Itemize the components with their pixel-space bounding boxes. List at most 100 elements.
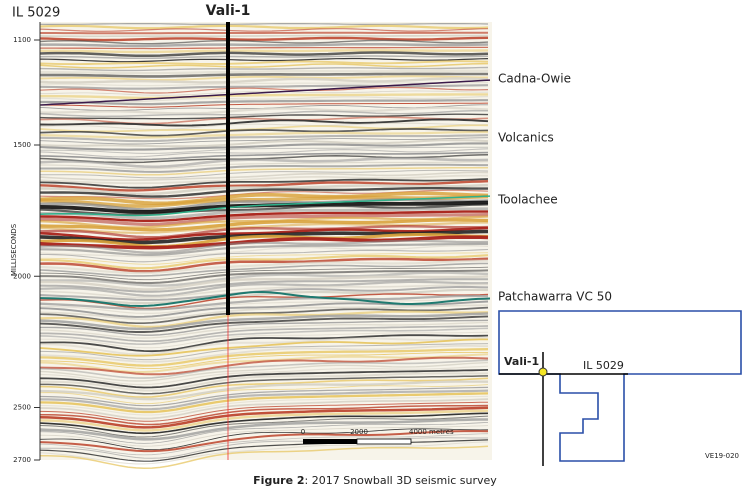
reflector — [39, 395, 489, 416]
reflector — [39, 66, 489, 72]
reflector — [39, 109, 488, 118]
reflector — [39, 361, 489, 382]
reflector — [39, 331, 489, 349]
reflector — [39, 293, 489, 310]
reflector — [39, 343, 489, 361]
reflector — [39, 365, 489, 386]
reflector — [39, 60, 489, 66]
reflector — [39, 77, 489, 84]
reflector — [39, 386, 489, 407]
reflector — [39, 359, 489, 379]
horizon-label: Toolachee — [497, 193, 558, 207]
reflector — [39, 39, 489, 45]
reflector — [40, 252, 489, 265]
caption: Figure 2: 2017 Snowball 3D seismic surve… — [253, 474, 497, 487]
reflector — [39, 266, 489, 281]
survey-outline — [498, 310, 742, 462]
reflector — [40, 271, 489, 287]
reflector — [39, 384, 489, 405]
scale-bar: 0 2000 4000 metres — [301, 428, 454, 445]
reflector — [40, 146, 489, 154]
reflector — [40, 269, 489, 284]
reflector — [39, 113, 489, 120]
reflector — [40, 99, 488, 106]
reflector — [39, 280, 489, 297]
reflector — [39, 225, 489, 239]
scale-label: 0 — [301, 428, 305, 436]
reflector — [39, 298, 489, 314]
reflector — [39, 321, 489, 339]
reflector — [39, 412, 489, 435]
reflector — [39, 283, 488, 299]
scale-segment — [303, 439, 357, 444]
y-axis: MILLISECONDS 1100 1500 2000 2500 2700 — [10, 22, 41, 464]
reflector — [39, 226, 489, 241]
reflector — [39, 137, 489, 145]
reflector — [39, 425, 489, 447]
reflector — [39, 259, 489, 275]
reflector — [39, 210, 488, 223]
reflector — [39, 28, 489, 32]
reflector — [39, 327, 489, 346]
reflector — [39, 262, 488, 277]
reflector — [40, 325, 489, 343]
reflector — [39, 415, 489, 438]
reflector — [39, 294, 489, 311]
reflector — [39, 122, 489, 130]
seismic-texture — [39, 23, 491, 470]
reflector — [39, 392, 489, 414]
reflector — [39, 221, 488, 235]
reflector — [39, 338, 488, 357]
reflector — [39, 315, 489, 333]
reflector — [39, 130, 488, 139]
reflector — [39, 344, 489, 363]
reflector — [39, 257, 489, 273]
reflector — [39, 418, 488, 441]
reflector — [40, 207, 488, 220]
scale-label: 4000 metres — [409, 428, 454, 436]
reflector — [40, 46, 488, 50]
reflector — [39, 275, 489, 291]
reflector — [39, 189, 489, 200]
reflector — [39, 304, 489, 321]
reflector — [39, 62, 489, 69]
reflector — [39, 36, 489, 42]
reflector — [40, 404, 489, 426]
reflector — [40, 72, 488, 78]
reflector — [39, 245, 489, 258]
reflector — [39, 51, 489, 58]
reflector — [39, 57, 489, 63]
reflector — [40, 42, 489, 48]
reflector — [39, 278, 488, 293]
reflector — [40, 437, 488, 459]
reflector — [39, 233, 489, 248]
figure-code: VE19-020 — [705, 452, 739, 460]
reflector — [39, 116, 489, 125]
reflector — [39, 285, 489, 301]
inset-line-label: IL 5029 — [583, 359, 624, 372]
scale-label: 2000 — [350, 428, 368, 436]
reflector — [39, 218, 489, 232]
reflector — [39, 134, 489, 143]
reflector — [39, 128, 489, 137]
reflector — [39, 428, 489, 451]
horizon-label: Patchawarra VC 50 — [498, 290, 612, 304]
caption-text: : 2017 Snowball 3D seismic survey — [305, 474, 498, 487]
caption-bold: Figure 2 — [253, 474, 304, 487]
reflector — [40, 31, 488, 35]
reflector — [39, 124, 489, 133]
reflector — [39, 191, 489, 206]
reflector — [39, 69, 488, 75]
horizon-label: Volcanics — [498, 131, 554, 145]
reflector — [39, 306, 489, 325]
reflector — [39, 439, 489, 462]
reflector — [39, 334, 489, 353]
reflector — [39, 422, 489, 444]
reflector — [39, 409, 489, 432]
reflector — [39, 433, 489, 456]
reflector — [39, 398, 489, 420]
reflector — [39, 356, 489, 376]
reflector — [40, 93, 488, 100]
reflector — [39, 377, 489, 398]
